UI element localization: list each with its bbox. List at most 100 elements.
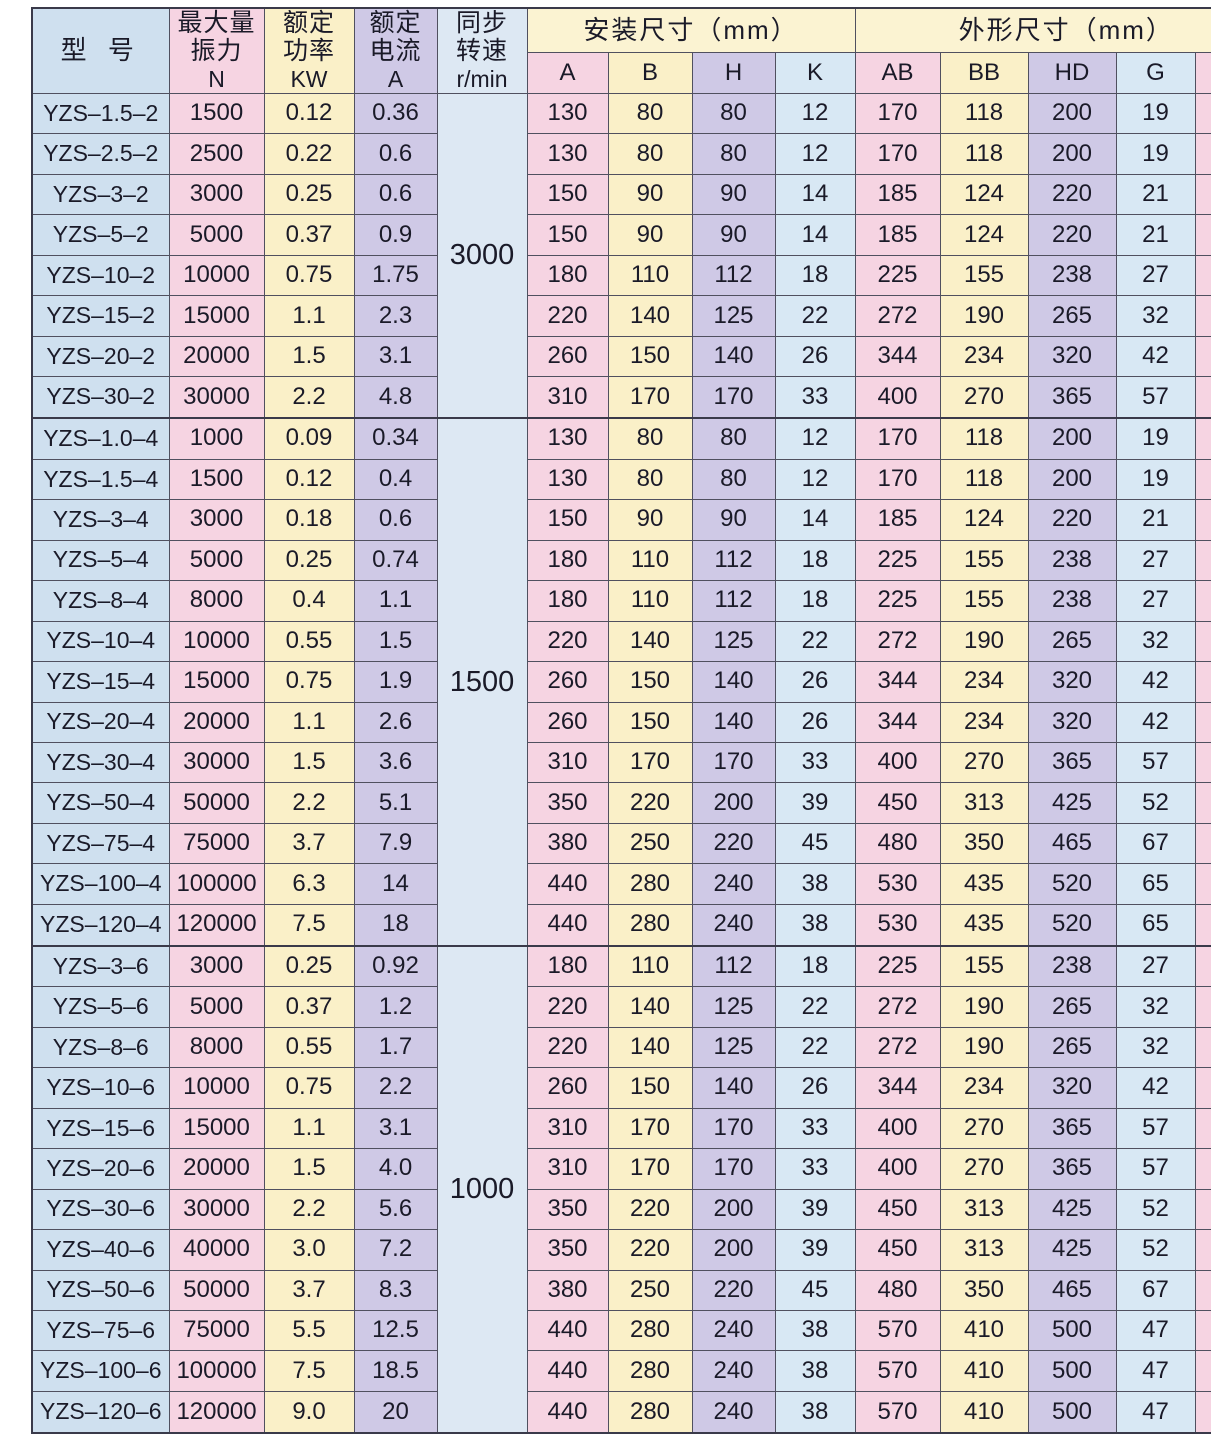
- cell-max-force: 75000: [168, 822, 265, 865]
- cell-dim-h: 90: [691, 173, 776, 216]
- header-sync-speed: 同步 转速 r/min: [436, 7, 528, 94]
- cell-rated-current: 3.6: [353, 741, 438, 784]
- cell-rated-power: 0.12: [263, 458, 355, 501]
- cell-sync-speed: 3000: [436, 92, 528, 419]
- cell-dim-k: 22: [774, 1026, 856, 1069]
- table-row: YZS–30–6 30000 2.2 5.6 350 220 200 39 450 313 425 5…: [31, 1188, 1211, 1231]
- cell-max-force: 1500: [168, 92, 265, 135]
- cell-rated-power: 0.37: [263, 986, 355, 1028]
- cell-dim-bb: 313: [939, 1229, 1029, 1271]
- cell-dim-h: 200: [691, 1188, 776, 1231]
- header-mounting-dimensions: 安装尺寸（mm）: [526, 7, 856, 54]
- cell-dim-h: 112: [691, 945, 776, 988]
- cell-dim-k: 38: [774, 1390, 856, 1434]
- cell-rated-power: 0.09: [263, 417, 355, 460]
- cell-dim-ab: 450: [854, 782, 941, 824]
- cell-dim-l: 730: [1194, 1390, 1211, 1434]
- cell-dim-k: 45: [774, 1269, 856, 1312]
- cell-dim-k: 38: [774, 903, 856, 947]
- cell-dim-h: 170: [691, 1107, 776, 1150]
- cell-dim-k: 22: [774, 620, 856, 663]
- cell-dim-b: 220: [607, 782, 693, 824]
- cell-dim-hd: 465: [1027, 822, 1117, 865]
- cell-rated-power: 3.7: [263, 1269, 355, 1312]
- cell-model: YZS–3–4: [31, 499, 170, 541]
- cell-rated-current: 0.36: [353, 92, 438, 135]
- cell-dim-hd: 265: [1027, 620, 1117, 663]
- cell-dim-k: 22: [774, 986, 856, 1028]
- cell-model: YZS–10–6: [31, 1067, 170, 1109]
- cell-rated-current: 0.6: [353, 133, 438, 175]
- cell-rated-power: 0.75: [263, 254, 355, 297]
- cell-dim-bb: 124: [939, 214, 1029, 256]
- header-rated-power: 额定 功率 KW: [263, 7, 355, 94]
- cell-model: YZS–8–4: [31, 580, 170, 622]
- cell-dim-b: 280: [607, 863, 693, 905]
- cell-dim-k: 12: [774, 92, 856, 135]
- cell-dim-g: 47: [1115, 1309, 1196, 1352]
- cell-dim-h: 170: [691, 741, 776, 784]
- header-rated-current-line2: 电流: [369, 37, 422, 65]
- cell-dim-b: 150: [607, 701, 693, 743]
- cell-dim-l: 750: [1194, 863, 1211, 905]
- header-dim-h: H: [691, 52, 776, 94]
- cell-dim-a: 220: [526, 986, 609, 1028]
- cell-dim-b: 110: [607, 580, 693, 622]
- table-row: YZS–2.5–2 2500 0.22 0.6 130 80 80 12 170 118 200 19…: [31, 133, 1211, 175]
- table-row: YZS–1.5–4 1500 0.12 0.4 130 80 80 12 170 118 200 19…: [31, 458, 1211, 501]
- cell-model: YZS–3–6: [31, 945, 170, 988]
- cell-dim-a: 380: [526, 822, 609, 865]
- cell-dim-ab: 185: [854, 173, 941, 216]
- cell-dim-a: 260: [526, 1067, 609, 1109]
- cell-dim-a: 220: [526, 1026, 609, 1069]
- cell-dim-a: 150: [526, 214, 609, 256]
- table-row: YZS–3–430000.180.61509090141851242202127…: [31, 499, 1211, 541]
- cell-rated-current: 0.4: [353, 458, 438, 501]
- table-row: YZS–8–6 8000 0.55 1.7 220 140 125 22 272 190 265 32…: [31, 1026, 1211, 1069]
- cell-rated-current: 2.3: [353, 295, 438, 337]
- table-row: YZS–10–6 10000 0.75 2.2 260 150 140 26 344 234 320…: [31, 1067, 1211, 1109]
- cell-dim-a: 150: [526, 173, 609, 216]
- cell-dim-ab: 185: [854, 214, 941, 256]
- cell-model: YZS–2.5–2: [31, 133, 170, 175]
- table-row: YZS–1.5–2 1500 0.12 0.36 3000 130 80 80 12 170 118…: [31, 92, 1211, 419]
- cell-dim-a: 440: [526, 863, 609, 905]
- cell-dim-l: 452: [1194, 335, 1211, 378]
- cell-dim-k: 38: [774, 1309, 856, 1352]
- cell-dim-bb: 118: [939, 417, 1029, 460]
- cell-dim-ab: 344: [854, 335, 941, 378]
- cell-model: YZS–15–2: [31, 295, 170, 337]
- header-rated-power-unit: KW: [290, 66, 328, 92]
- cell-model: YZS–30–4: [31, 741, 170, 784]
- cell-dim-bb: 270: [939, 1148, 1029, 1190]
- cell-max-force: 15000: [168, 295, 265, 337]
- cell-dim-b: 80: [607, 458, 693, 501]
- cell-dim-hd: 238: [1027, 254, 1117, 297]
- cell-model: YZS–100–6: [31, 1350, 170, 1392]
- cell-dim-hd: 500: [1027, 1390, 1117, 1434]
- cell-dim-a: 310: [526, 376, 609, 419]
- header-sync-speed-unit: r/min: [456, 66, 508, 92]
- cell-dim-bb: 270: [939, 376, 1029, 419]
- table-row: YZS–100–4 100000 6.3 14 440 280 240 38 530 435 520…: [31, 863, 1211, 905]
- cell-dim-l: 245: [1194, 458, 1211, 501]
- cell-dim-hd: 265: [1027, 1026, 1117, 1069]
- header-dim-k: K: [774, 52, 856, 94]
- cell-dim-b: 170: [607, 1148, 693, 1190]
- table-row: YZS–120–4 120000 7.5 18 440 280 240 38 530 435 520…: [31, 903, 1211, 947]
- cell-dim-h: 112: [691, 580, 776, 622]
- cell-dim-a: 220: [526, 295, 609, 337]
- cell-dim-g: 47: [1115, 1350, 1196, 1392]
- cell-dim-l: 452: [1194, 661, 1211, 703]
- cell-model: YZS–75–4: [31, 822, 170, 865]
- cell-dim-g: 65: [1115, 903, 1196, 947]
- cell-dim-b: 80: [607, 417, 693, 460]
- cell-dim-b: 110: [607, 539, 693, 582]
- cell-dim-h: 140: [691, 701, 776, 743]
- cell-max-force: 50000: [168, 782, 265, 824]
- cell-max-force: 100000: [168, 863, 265, 905]
- cell-max-force: 8000: [168, 580, 265, 622]
- cell-dim-g: 52: [1115, 1229, 1196, 1271]
- cell-model: YZS–30–6: [31, 1188, 170, 1231]
- cell-dim-g: 57: [1115, 1107, 1196, 1150]
